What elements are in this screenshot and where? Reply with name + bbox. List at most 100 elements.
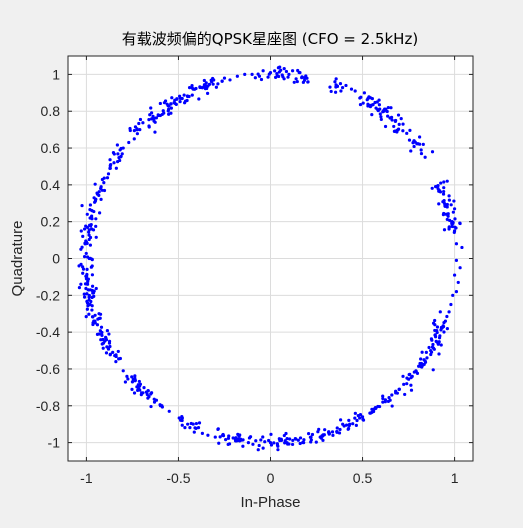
y-tick-label: -0.6 (36, 361, 60, 377)
data-point (454, 290, 459, 294)
data-point (431, 342, 435, 347)
data-point (291, 438, 295, 443)
data-point (161, 109, 165, 113)
data-point (114, 359, 118, 364)
data-point (102, 181, 106, 185)
data-point (409, 149, 413, 153)
data-point (87, 298, 91, 302)
data-point (328, 85, 332, 89)
data-point (100, 330, 104, 335)
data-point (368, 411, 373, 415)
data-point (200, 86, 204, 90)
data-point (292, 80, 296, 84)
data-point (425, 356, 429, 360)
data-point (138, 128, 142, 132)
data-point (276, 66, 281, 70)
data-point (125, 374, 129, 378)
data-point (169, 106, 173, 110)
data-point (203, 87, 208, 91)
data-point (137, 379, 141, 384)
scatter-points (77, 65, 464, 452)
data-point (93, 313, 97, 317)
data-point (276, 448, 280, 452)
data-point (373, 100, 377, 105)
data-point (267, 72, 271, 76)
data-point (381, 394, 385, 398)
data-point (167, 409, 171, 413)
data-point (251, 442, 255, 446)
data-point (302, 76, 307, 80)
data-point (447, 225, 451, 230)
data-point (339, 418, 343, 422)
data-point (285, 437, 289, 441)
data-point (435, 325, 440, 329)
data-point (142, 386, 146, 390)
data-point (445, 327, 449, 331)
data-point (106, 347, 111, 351)
data-point (441, 324, 445, 328)
data-point (438, 189, 442, 193)
data-point (154, 398, 159, 402)
data-point (192, 430, 196, 434)
axis-ticks (68, 56, 473, 461)
data-point (370, 407, 374, 411)
data-point (121, 369, 125, 373)
data-point (367, 95, 371, 99)
data-point (446, 214, 450, 218)
data-point (446, 212, 450, 216)
data-point (141, 121, 145, 125)
data-point (194, 426, 198, 430)
data-point (449, 302, 453, 307)
data-point (108, 166, 112, 170)
data-point (138, 382, 143, 386)
data-point (296, 68, 300, 73)
data-point (112, 152, 116, 156)
data-point (290, 69, 295, 73)
data-point (458, 266, 462, 270)
data-point (189, 421, 193, 426)
data-point (392, 129, 397, 133)
data-point (259, 438, 263, 442)
data-point (447, 310, 451, 314)
data-point (401, 129, 405, 133)
data-point (170, 96, 174, 100)
data-point (335, 430, 339, 434)
y-tick-label: 1 (52, 66, 60, 82)
data-point (401, 374, 405, 378)
data-point (308, 435, 312, 439)
data-point (80, 203, 84, 208)
data-point (188, 426, 192, 430)
data-point (458, 221, 462, 225)
data-point (280, 73, 284, 77)
data-point (397, 387, 401, 391)
data-point (221, 432, 225, 437)
data-point (149, 106, 153, 110)
data-point (97, 190, 101, 194)
data-point (294, 77, 298, 81)
data-point (448, 218, 452, 222)
data-point (442, 211, 446, 216)
data-point (197, 421, 202, 425)
data-point (226, 436, 231, 440)
data-point (301, 440, 305, 445)
data-point (87, 228, 91, 232)
data-point (90, 308, 94, 312)
data-point (90, 214, 94, 218)
data-point (388, 116, 392, 120)
data-point (190, 93, 194, 97)
data-point (85, 307, 89, 311)
data-point (339, 89, 343, 93)
data-point (90, 288, 94, 293)
data-point (79, 262, 83, 266)
data-point (442, 321, 446, 325)
data-point (387, 395, 391, 400)
data-point (411, 141, 415, 145)
data-point (261, 69, 265, 73)
x-tick-label: 1 (451, 470, 459, 486)
data-point (108, 158, 112, 162)
data-point (90, 304, 94, 308)
data-point (439, 343, 443, 347)
data-point (407, 372, 411, 377)
data-point (218, 435, 222, 439)
data-point (361, 417, 365, 422)
